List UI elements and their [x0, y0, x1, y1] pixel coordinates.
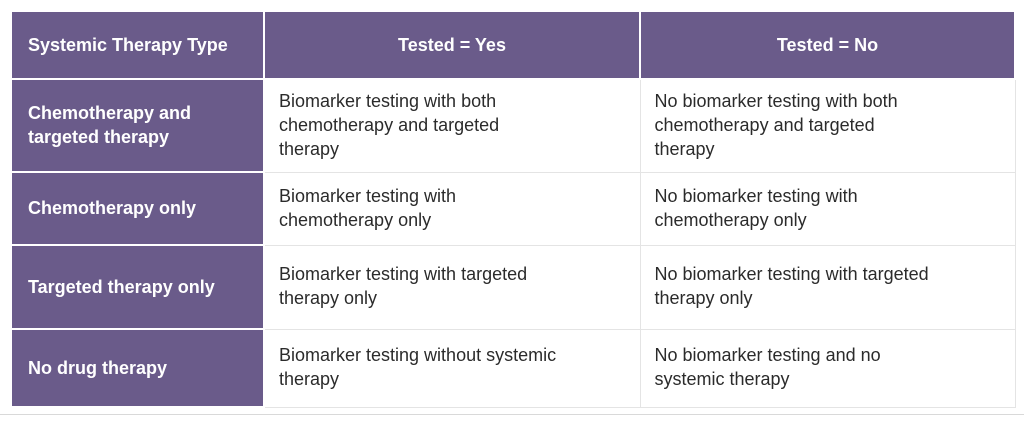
row-header-targeted-only: Targeted therapy only [10, 244, 265, 331]
therapy-table: Systemic Therapy Type Tested = Yes Teste… [10, 10, 1016, 409]
cell-no-drug-therapy-tested-no: No biomarker testing and no systemic the… [639, 328, 1016, 408]
header-cell-systemic-therapy-type: Systemic Therapy Type [10, 10, 265, 80]
cell-chemo-only-tested-yes: Biomarker testing with chemotherapy only [263, 171, 641, 246]
cell-chemo-only-tested-no: No biomarker testing with chemotherapy o… [639, 171, 1016, 246]
table-row-chemo-and-targeted: Chemotherapy and targeted therapy Biomar… [10, 77, 1016, 174]
row-header-chemo-only: Chemotherapy only [10, 171, 265, 247]
bottom-rule [0, 414, 1024, 415]
header-row: Systemic Therapy Type Tested = Yes Teste… [10, 10, 1016, 80]
cell-chemo-and-targeted-tested-no: No biomarker testing with both chemother… [639, 78, 1016, 173]
table-row-chemo-only: Chemotherapy only Biomarker testing with… [10, 171, 1016, 247]
table-row-no-drug-therapy: No drug therapy Biomarker testing withou… [10, 328, 1016, 409]
row-header-no-drug-therapy: No drug therapy [10, 328, 265, 409]
cell-targeted-only-tested-no: No biomarker testing with targeted thera… [639, 244, 1016, 330]
cell-targeted-only-tested-yes: Biomarker testing with targeted therapy … [263, 244, 641, 330]
biomarker-testing-table: Systemic Therapy Type Tested = Yes Teste… [10, 10, 1016, 409]
cell-no-drug-therapy-tested-yes: Biomarker testing without systemic thera… [263, 328, 641, 408]
row-header-chemo-and-targeted: Chemotherapy and targeted therapy [10, 77, 265, 174]
header-cell-tested-no: Tested = No [639, 10, 1016, 80]
cell-chemo-and-targeted-tested-yes: Biomarker testing with both chemotherapy… [263, 78, 641, 173]
header-cell-tested-yes: Tested = Yes [263, 10, 641, 80]
table-row-targeted-only: Targeted therapy only Biomarker testing … [10, 244, 1016, 331]
